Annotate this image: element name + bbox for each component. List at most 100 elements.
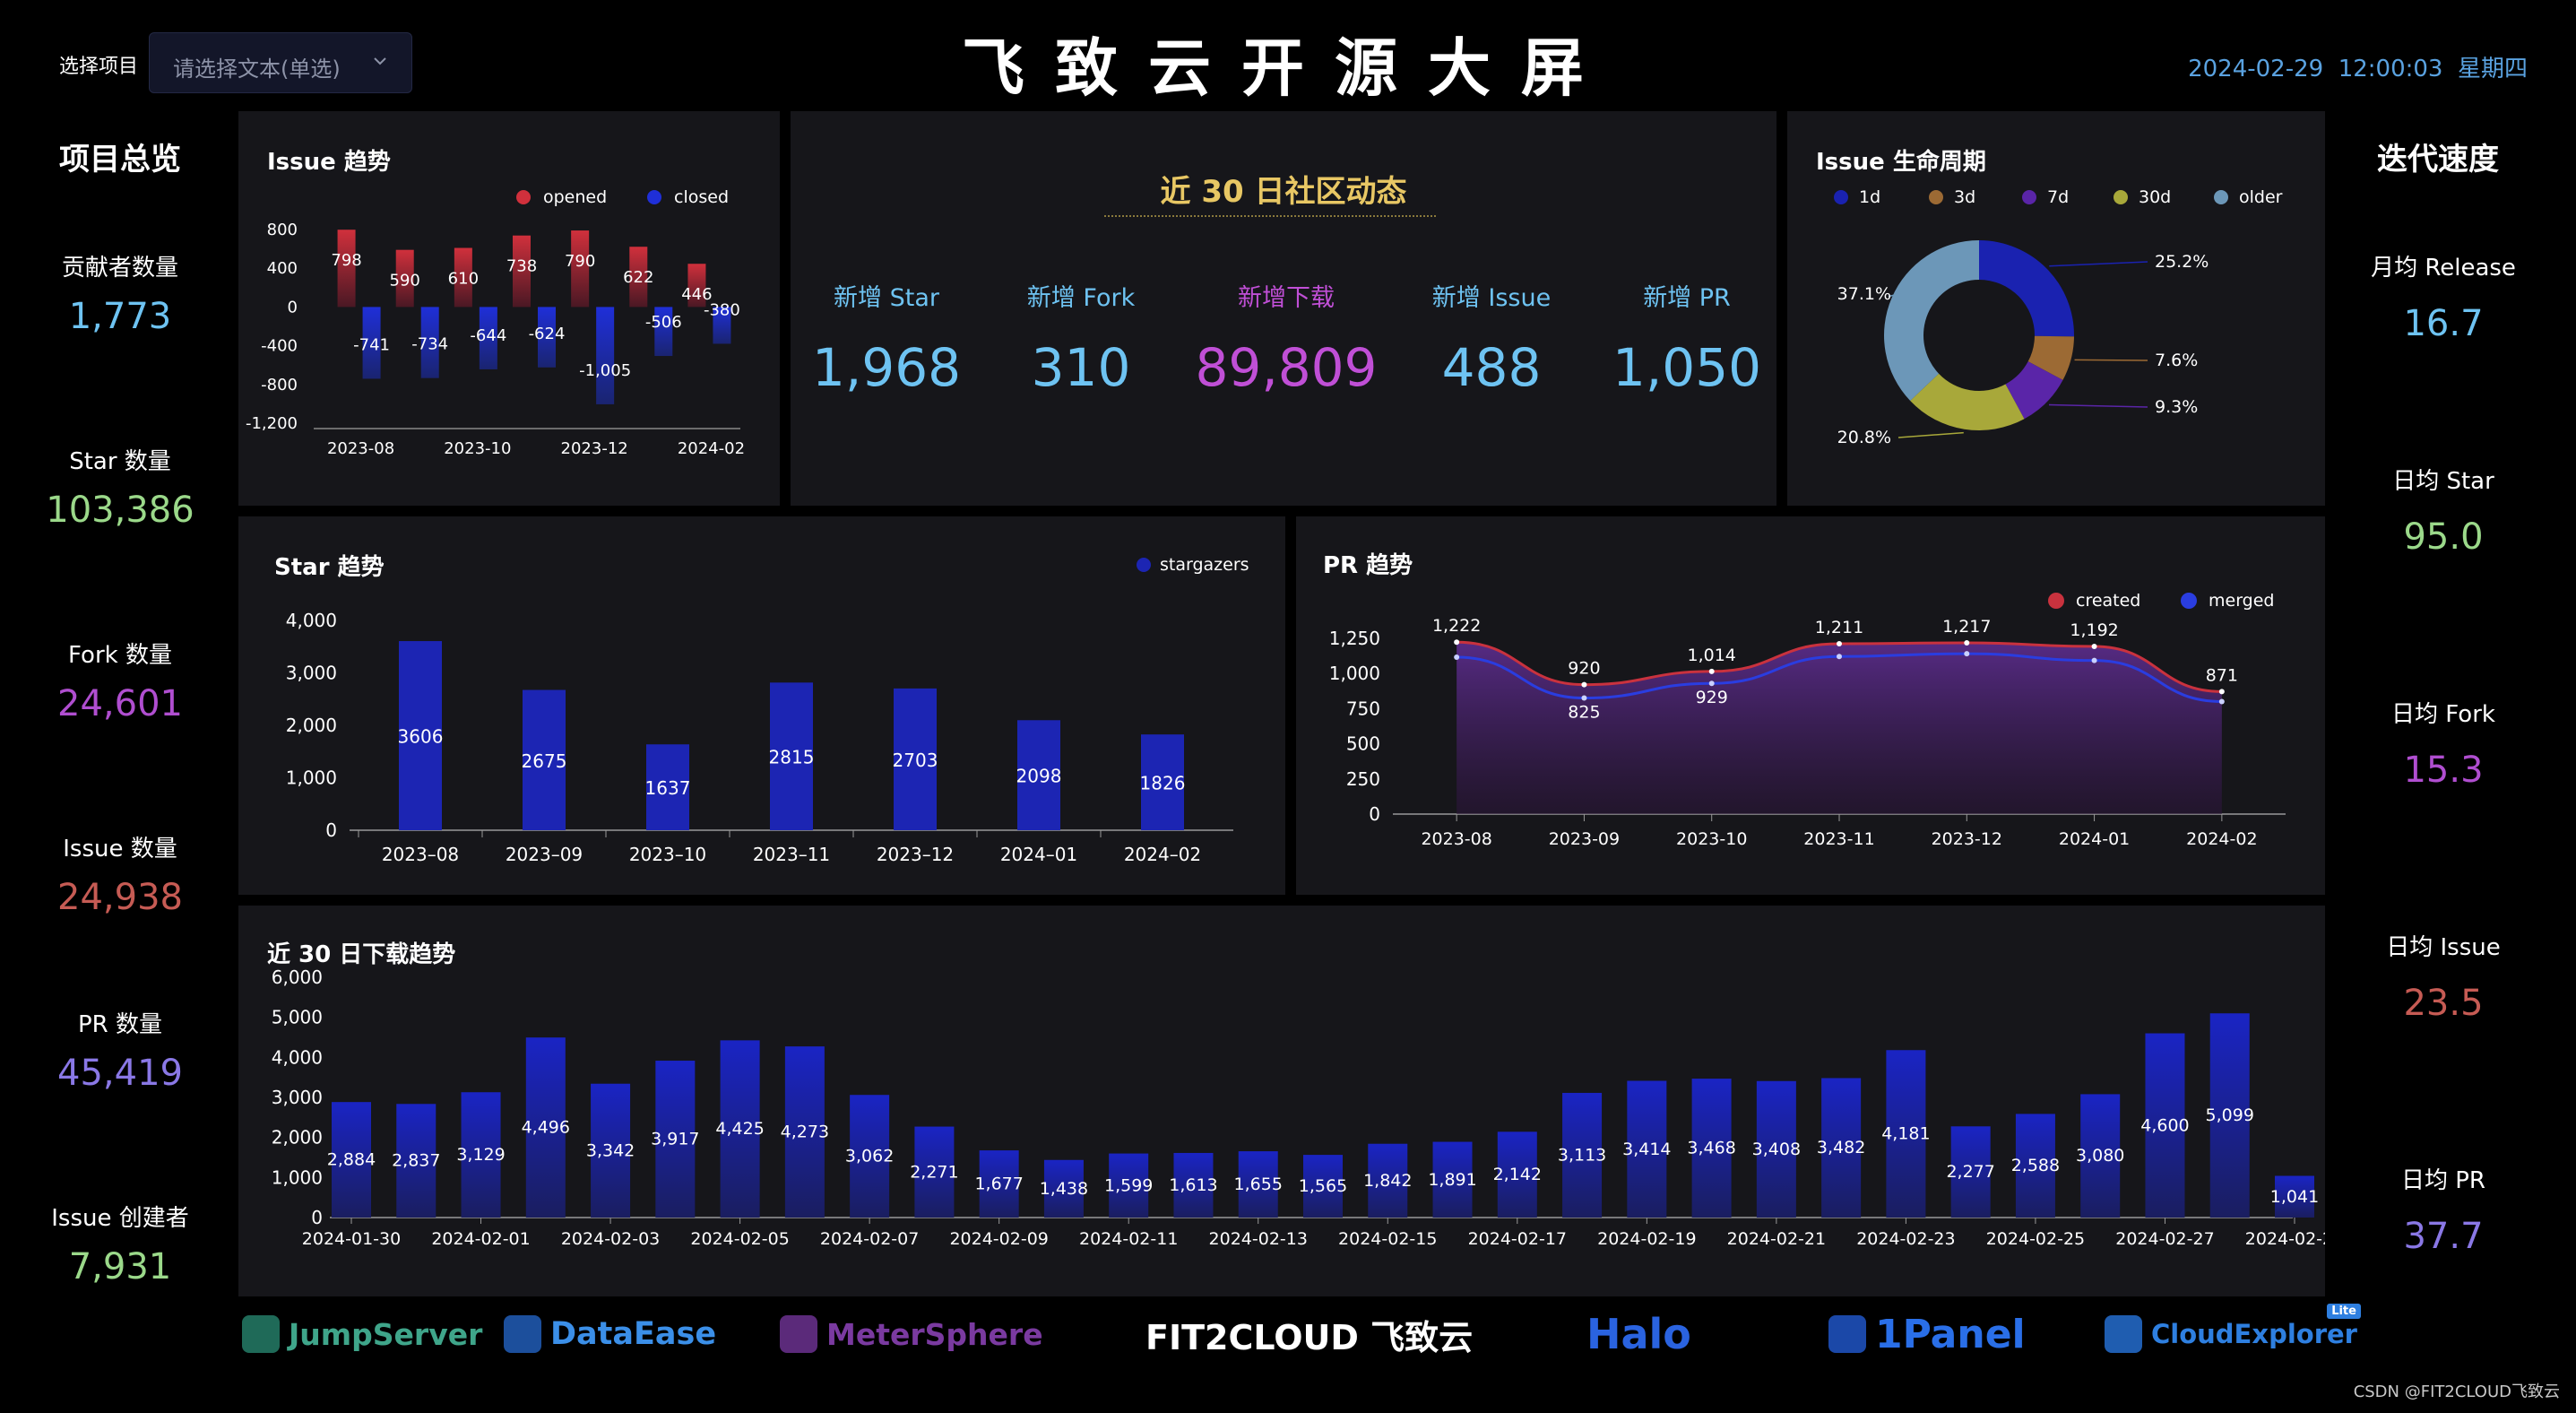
issue-trend-chart: 800 400 0 -400 -800 -1,200 798 -741 590 -734 610 -6… xyxy=(246,187,745,458)
iteration-stat-label: 月均 Release xyxy=(2371,255,2516,282)
download-bar xyxy=(1497,1131,1537,1218)
created-data-label: 1,014 xyxy=(1688,646,1736,665)
download-data-label: 1,599 xyxy=(1104,1175,1153,1195)
star-data-label: 3606 xyxy=(398,726,444,748)
star-bar xyxy=(399,641,442,830)
created-data-label: 871 xyxy=(2206,665,2238,685)
star-trend-chart: 0 1,000 2,000 3,000 4,000 3606 2023–08 2675 2023… xyxy=(286,555,1249,865)
created-data-label: 1,217 xyxy=(1942,617,1991,637)
download-bar xyxy=(720,1040,760,1218)
y-tick-label: 6,000 xyxy=(272,967,323,988)
download-data-label: 3,414 xyxy=(1622,1140,1671,1159)
download-data-label: 4,600 xyxy=(2140,1115,2189,1135)
download-data-label: 4,181 xyxy=(1881,1124,1930,1144)
y-tick-label: 800 xyxy=(267,221,298,239)
download-bar xyxy=(1173,1152,1214,1218)
jumpserver-logo-text: JumpServer xyxy=(289,1316,483,1352)
download-data-label: 1,041 xyxy=(2270,1187,2319,1207)
download-data-label: 5,099 xyxy=(2206,1105,2254,1125)
download-data-label: 1,438 xyxy=(1040,1179,1088,1199)
x-tick-label: 2023–09 xyxy=(506,844,583,865)
download-data-label: 2,277 xyxy=(1946,1162,1994,1182)
metersphere-logo-text: MeterSphere xyxy=(826,1316,1043,1352)
project-select[interactable]: 请选择文本(单选) xyxy=(149,32,412,93)
donut-value-label: 20.8% xyxy=(1837,428,1891,447)
closed-data-label: -380 xyxy=(704,300,740,319)
pr-trend-panel: PR 趋势 0 250 500 750 1,000 1,250 1,222 920 1,014 1… xyxy=(1296,516,2325,895)
merged-data-label: 929 xyxy=(1696,688,1728,707)
created-point xyxy=(2218,689,2225,695)
opened-data-label: 798 xyxy=(331,251,361,270)
x-tick-label: 2023-08 xyxy=(327,439,394,458)
legend-label: opened xyxy=(543,187,607,207)
x-tick-label: 2023-08 xyxy=(1421,829,1491,849)
closed-data-label: -741 xyxy=(353,335,390,354)
download-data-label: 3,129 xyxy=(456,1145,505,1165)
dataease-logo: DataEase xyxy=(504,1298,716,1370)
download-data-label: 1,613 xyxy=(1169,1175,1217,1195)
x-tick-label: 2024-02-23 xyxy=(1856,1229,1955,1249)
merged-data-label: 825 xyxy=(1568,703,1600,723)
download-bar xyxy=(1432,1141,1473,1218)
halo-logo-text: Halo xyxy=(1586,1310,1691,1358)
x-tick-label: 2024-02-11 xyxy=(1079,1229,1178,1249)
iteration-stat-value: 95.0 xyxy=(2403,516,2484,558)
download-data-label: 3,342 xyxy=(586,1140,635,1160)
x-tick-label: 2024-02-03 xyxy=(561,1229,660,1249)
community-stat-value: 89,809 xyxy=(1195,337,1378,398)
opened-bar xyxy=(337,230,356,308)
x-tick-label: 2023–08 xyxy=(382,844,459,865)
opened-data-label: 590 xyxy=(390,272,420,290)
download-data-label: 1,677 xyxy=(974,1175,1023,1194)
x-tick-label: 2024-02 xyxy=(2186,829,2257,849)
x-tick-label: 2024-02 xyxy=(678,439,745,458)
x-tick-label: 2023-11 xyxy=(1803,829,1874,849)
legend-label: closed xyxy=(674,187,729,207)
lifecycle-chart: 25.2% 7.6% 9.3% 20.8% 37.1% 1d 3d 7d 30d older xyxy=(1834,187,2283,447)
x-tick-label: 2024–02 xyxy=(1124,844,1201,865)
opened-data-label: 790 xyxy=(565,252,595,271)
download-data-label: 1,565 xyxy=(1299,1176,1347,1196)
star-data-label: 2815 xyxy=(769,747,815,768)
download-data-label: 4,273 xyxy=(781,1123,829,1142)
x-tick-label: 2024-02-17 xyxy=(1468,1229,1567,1249)
watermark: CSDN @FIT2CLOUD飞致云 xyxy=(2353,1383,2560,1401)
created-point xyxy=(1964,640,1970,646)
iteration-speed-title: 迭代速度 xyxy=(2377,142,2499,178)
issue-trend-title: Issue 趋势 xyxy=(267,149,391,176)
iteration-stat-value: 15.3 xyxy=(2403,750,2484,791)
star-bar xyxy=(894,688,937,830)
chevron-down-icon xyxy=(374,57,386,65)
created-area xyxy=(1457,642,2222,814)
x-tick-label: 2024-02-09 xyxy=(949,1229,1048,1249)
y-tick-label: 4,000 xyxy=(286,610,337,631)
legend-marker xyxy=(2214,190,2228,204)
project-select-label: 选择项目 xyxy=(59,56,139,78)
download-bar xyxy=(396,1104,437,1218)
y-tick-label: 5,000 xyxy=(272,1007,323,1028)
created-data-label: 1,222 xyxy=(1432,616,1481,636)
closed-bar xyxy=(479,307,497,369)
download-data-label: 2,142 xyxy=(1493,1165,1542,1184)
y-tick-label: 0 xyxy=(325,819,337,841)
overview-stat-label: 贡献者数量 xyxy=(61,255,178,282)
pr-trend-title: PR 趋势 xyxy=(1323,552,1413,579)
overview-stat-label: Fork 数量 xyxy=(68,642,172,669)
download-bar xyxy=(979,1150,1019,1218)
y-tick-label: 1,000 xyxy=(272,1166,323,1188)
download-data-label: 3,408 xyxy=(1752,1140,1801,1159)
created-data-label: 920 xyxy=(1568,659,1600,679)
download-bar xyxy=(1368,1143,1408,1218)
opened-bar xyxy=(454,247,472,308)
y-tick-label: 500 xyxy=(1346,733,1380,755)
y-tick-label: 1,000 xyxy=(1329,663,1380,684)
donut-value-label: 37.1% xyxy=(1837,284,1891,304)
x-tick-label: 2024-01 xyxy=(2059,829,2130,849)
legend-label: 7d xyxy=(2047,187,2069,207)
star-data-label: 1826 xyxy=(1140,773,1186,794)
opened-data-label: 622 xyxy=(623,268,653,287)
iteration-stat-value: 37.7 xyxy=(2403,1216,2484,1257)
overview-title: 项目总览 xyxy=(59,142,181,178)
x-tick-label: 2024-02-15 xyxy=(1338,1229,1437,1249)
donut-value-label: 9.3% xyxy=(2155,397,2198,417)
